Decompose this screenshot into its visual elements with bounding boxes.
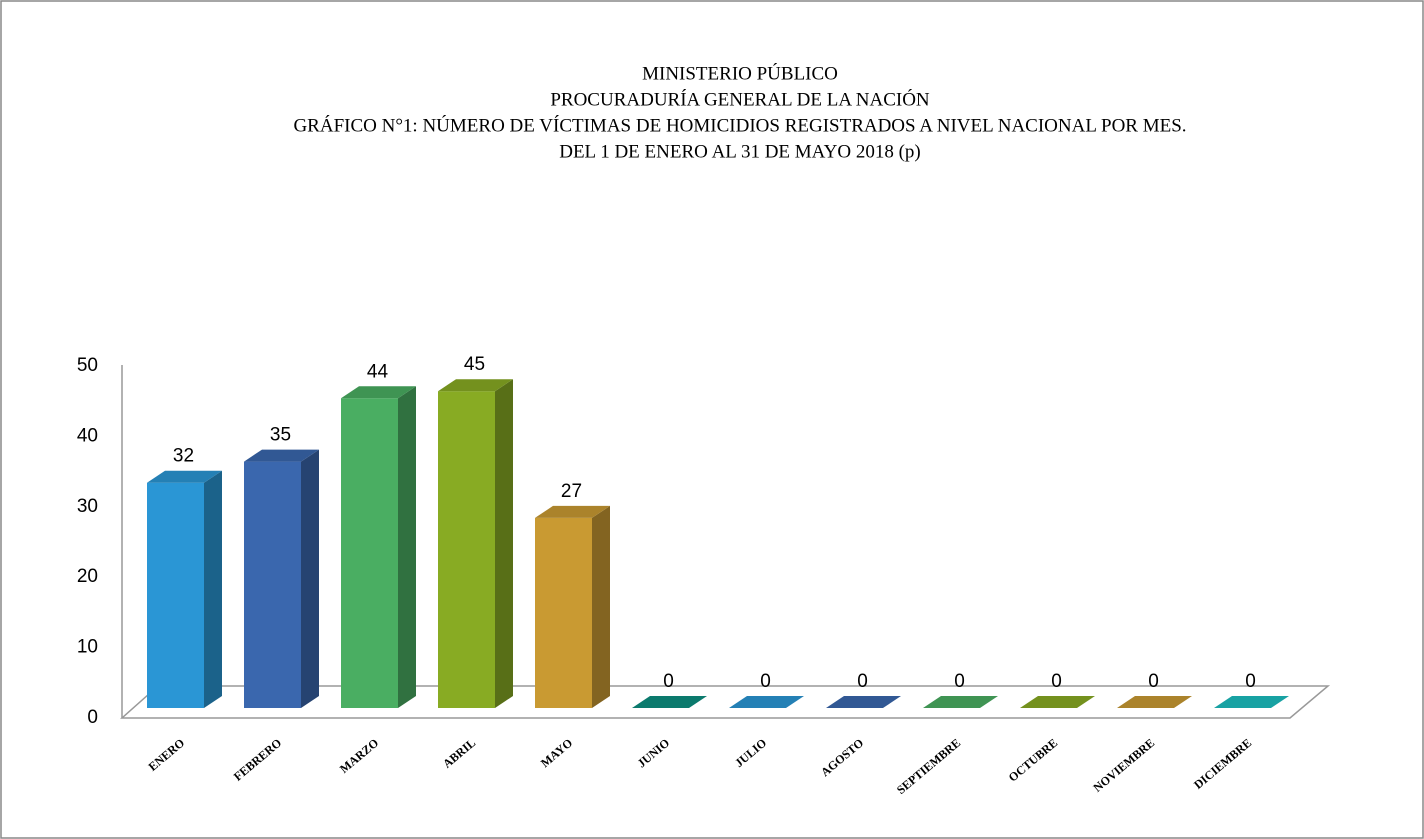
value-label: 0 bbox=[954, 671, 965, 692]
bar-front bbox=[341, 398, 398, 708]
title-line: DEL 1 DE ENERO AL 31 DE MAYO 2018 (p) bbox=[559, 141, 921, 162]
bar-side bbox=[495, 379, 513, 708]
value-label: 0 bbox=[1051, 671, 1062, 692]
bar-side bbox=[204, 470, 222, 708]
y-tick-label: 40 bbox=[77, 425, 98, 446]
bar-top bbox=[1214, 696, 1289, 708]
bar-front bbox=[535, 517, 592, 708]
bar-front bbox=[438, 391, 495, 708]
bar-side bbox=[592, 505, 610, 708]
bar-front bbox=[147, 482, 204, 708]
title-line: PROCURADURÍA GENERAL DE LA NACIÓN bbox=[550, 88, 930, 110]
value-label: 0 bbox=[1148, 671, 1159, 692]
y-tick-label: 20 bbox=[77, 566, 98, 587]
value-label: 0 bbox=[1245, 671, 1256, 692]
value-label: 27 bbox=[561, 481, 582, 502]
bar-top bbox=[632, 696, 707, 708]
value-label: 0 bbox=[760, 671, 771, 692]
y-tick-label: 30 bbox=[77, 496, 98, 517]
bar-top bbox=[923, 696, 998, 708]
bar-top bbox=[826, 696, 901, 708]
value-label: 44 bbox=[367, 361, 389, 382]
bar-side bbox=[301, 449, 319, 708]
bar-side bbox=[398, 386, 416, 708]
title-line: GRÁFICO N°1: NÚMERO DE VÍCTIMAS DE HOMIC… bbox=[293, 114, 1186, 136]
bar-top bbox=[535, 505, 610, 518]
bar-top bbox=[147, 470, 222, 483]
title-line: MINISTERIO PÚBLICO bbox=[642, 62, 838, 84]
bar-top bbox=[729, 696, 804, 708]
bar-top bbox=[341, 386, 416, 399]
y-tick-label: 10 bbox=[77, 637, 98, 658]
y-tick-label: 0 bbox=[87, 707, 98, 728]
value-label: 45 bbox=[464, 354, 485, 375]
value-label: 0 bbox=[663, 671, 674, 692]
bar-top bbox=[1020, 696, 1095, 708]
value-label: 0 bbox=[857, 671, 868, 692]
bar-top bbox=[1117, 696, 1192, 708]
bar-top bbox=[438, 379, 513, 392]
y-tick-label: 50 bbox=[77, 355, 98, 376]
bar-top bbox=[244, 449, 319, 462]
floor bbox=[120, 685, 1331, 719]
value-label: 35 bbox=[270, 425, 291, 446]
value-label: 32 bbox=[173, 446, 194, 467]
bar-front bbox=[244, 461, 301, 708]
